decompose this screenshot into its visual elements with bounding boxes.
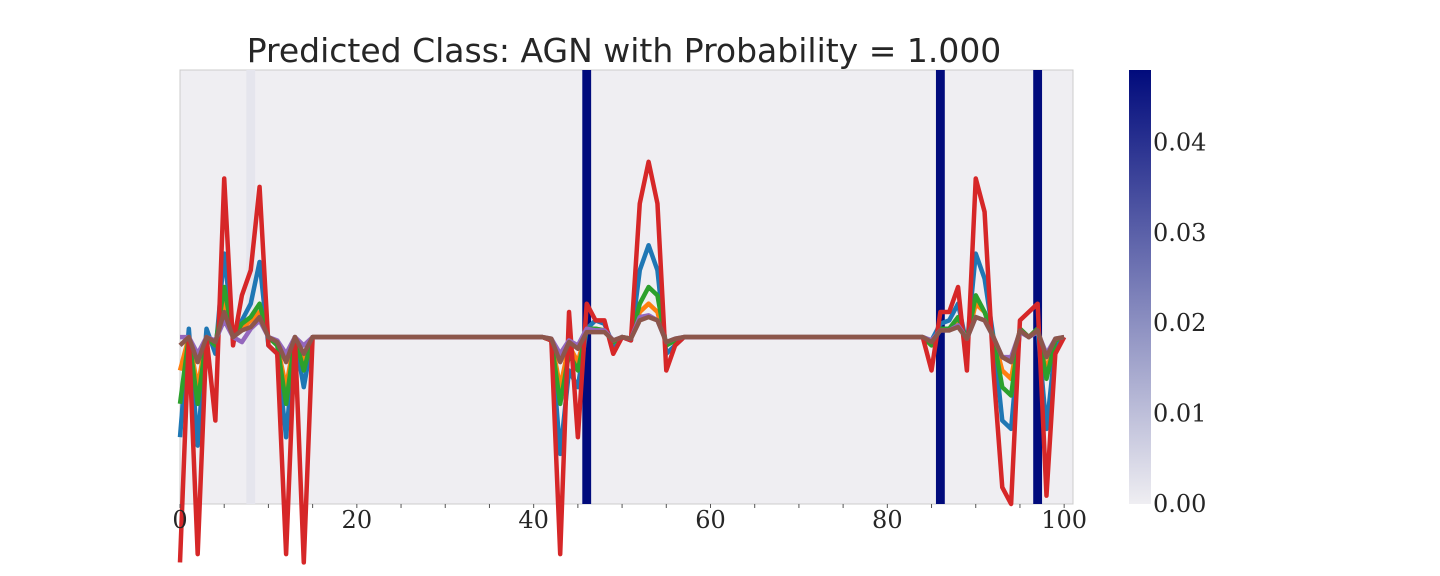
colorbar-tick-label: 0.03: [1153, 219, 1206, 247]
colorbar-tick-label: 0.02: [1153, 309, 1206, 337]
attention-bands: [246, 70, 1043, 504]
colorbar-tick-label: 0.00: [1153, 490, 1206, 518]
series-group: [177, 159, 1067, 565]
attention-band: [582, 70, 592, 504]
x-tick-label: 80: [872, 506, 903, 534]
attention-band: [246, 70, 256, 504]
x-tick-label: 0: [172, 506, 187, 534]
colorbar-ticks: 0.00 0.01 0.02 0.03 0.04: [1153, 128, 1206, 518]
x-tick-label: 100: [1041, 506, 1087, 534]
colorbar-tick-label: 0.04: [1153, 128, 1206, 156]
attention-band: [1033, 70, 1043, 504]
chart-title: Predicted Class: AGN with Probability = …: [247, 31, 1002, 70]
attention-band: [935, 70, 945, 504]
x-tick-label: 60: [695, 506, 726, 534]
x-axis-ticks: 0 20 40 60 80 100: [172, 504, 1087, 534]
plot-area: [179, 69, 1074, 505]
x-tick-label: 20: [342, 506, 373, 534]
x-tick-label: 40: [518, 506, 549, 534]
colorbar-tick-label: 0.01: [1153, 400, 1206, 428]
colorbar: [1129, 70, 1151, 504]
series-line-6: [178, 309, 1065, 365]
